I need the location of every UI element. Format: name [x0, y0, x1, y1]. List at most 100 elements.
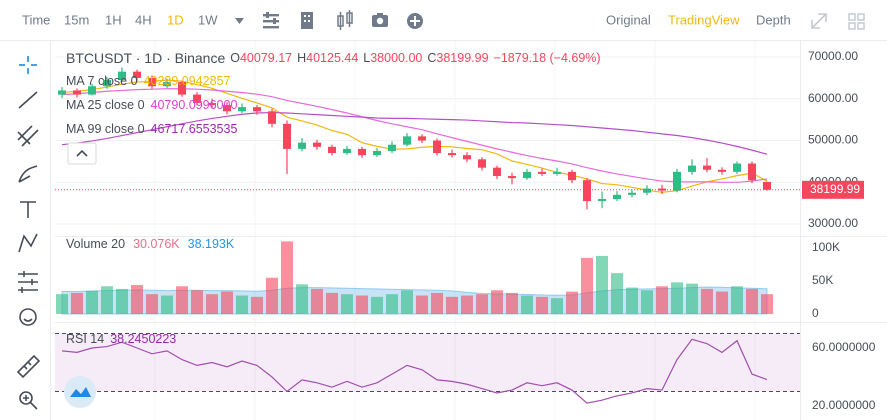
top-toolbar: Time 15m 1H 4H 1D 1W Original TradingVie… [0, 10, 887, 41]
interval-dropdown[interactable] [235, 18, 244, 24]
volume-value: 30.076K [133, 237, 180, 251]
volume-bar [416, 295, 428, 314]
ohlc-value: 40125.44 [306, 51, 358, 65]
add-icon[interactable] [407, 13, 423, 29]
fib-tool[interactable] [17, 125, 39, 147]
volume-bar [386, 294, 398, 314]
ohlc-label: L [363, 51, 370, 65]
candle-body [358, 148, 366, 156]
volume-bar [566, 291, 578, 314]
candle-body [448, 153, 456, 156]
ma-value: 46717.6553535 [151, 122, 238, 136]
ma-value: 40289.0942857 [144, 74, 231, 88]
volume-tick-label: 50K [812, 273, 833, 287]
ma-legend: MA 7 close 0 40289.0942857 [66, 74, 231, 88]
volume-bar [266, 277, 278, 314]
candle-body [508, 176, 516, 179]
volume-bar [56, 294, 68, 314]
view-tab[interactable]: Original [606, 12, 651, 27]
volume-bar [701, 288, 713, 314]
volume-bar [731, 286, 743, 314]
candle-body [118, 71, 126, 80]
ohlc-value: 38000.00 [370, 51, 422, 65]
volume-bar [446, 296, 458, 314]
volume-bar [581, 257, 593, 314]
candle-body [703, 165, 711, 170]
candle-body [58, 90, 66, 95]
volume-bar [281, 241, 293, 314]
volume-bar [431, 292, 443, 314]
volume-bar [476, 294, 488, 314]
settings-icon[interactable] [263, 12, 279, 29]
y-tick-label: 30000.00 [808, 216, 858, 230]
prediction-tool[interactable] [18, 271, 38, 293]
ruler-tool[interactable] [16, 354, 41, 379]
volume-bar [131, 284, 143, 314]
volume-bar [221, 291, 233, 314]
volume-bar [356, 295, 368, 314]
zoom-tool[interactable] [19, 391, 38, 410]
volume-bar [626, 287, 638, 314]
ma-legend: MA 25 close 0 40790.0996000 [66, 98, 237, 112]
candle-body [88, 86, 96, 95]
volume-bar [236, 295, 248, 314]
brush-tool[interactable] [18, 165, 38, 183]
volume-label: Volume 20 [66, 237, 125, 251]
chart-type-icon[interactable] [337, 10, 353, 30]
logo-button[interactable] [64, 376, 96, 408]
layout-icon[interactable] [848, 13, 865, 30]
volume-bar [671, 282, 683, 314]
volume-bar [206, 294, 218, 314]
change: −1879.18 (−4.69%) [494, 51, 601, 65]
candle-body [193, 94, 201, 103]
candle-body [73, 90, 81, 95]
interval-button[interactable]: 1D [167, 12, 184, 27]
candle-body [598, 198, 606, 202]
last-price-tag [802, 180, 864, 199]
ma-line [61, 111, 768, 155]
pattern-tool[interactable] [18, 233, 38, 253]
volume-bar [656, 286, 668, 314]
interval-button[interactable]: 1H [105, 12, 122, 27]
y-tick-label: 70000.00 [808, 49, 858, 63]
view-tab[interactable]: TradingView [668, 12, 740, 27]
ma-label: MA 99 close 0 [66, 122, 145, 136]
volume-bar [401, 290, 413, 314]
trendline-tool[interactable] [18, 91, 38, 109]
candle-body [718, 169, 726, 172]
candle-body [388, 144, 396, 151]
ohlc-label: O [230, 51, 240, 65]
fullscreen-icon[interactable] [811, 13, 827, 29]
candle-body [553, 171, 561, 174]
screenshot-icon[interactable] [372, 13, 388, 27]
interval-button[interactable]: 1W [198, 12, 218, 27]
rsi-value: 38.2450223 [110, 332, 176, 346]
crosshair-tool[interactable] [19, 56, 37, 74]
view-tab[interactable]: Depth [756, 12, 791, 27]
volume-bar [716, 291, 728, 314]
candle-body [688, 165, 696, 172]
candle-body [673, 171, 681, 191]
volume-bar [341, 294, 353, 314]
indicators-icon[interactable] [301, 12, 313, 29]
volume-bar [371, 296, 383, 314]
volume-bar [116, 288, 128, 314]
candle-body [538, 171, 546, 174]
candle-body [478, 159, 486, 168]
candle-body [733, 163, 741, 172]
candle-body [433, 140, 441, 154]
symbol: BTCUSDT · 1D · Binance [66, 50, 225, 66]
collapse-button[interactable] [67, 142, 97, 165]
volume-ma-value: 38.193K [188, 237, 235, 251]
main-legend: BTCUSDT · 1D · Binance O40079.17 H40125.44… [66, 50, 601, 66]
volume-bar [551, 298, 563, 314]
emoji-tool[interactable] [19, 308, 37, 326]
interval-button[interactable]: 15m [64, 12, 89, 27]
candle-body [523, 171, 531, 179]
volume-tick-label: 0 [812, 306, 819, 320]
text-tool[interactable] [20, 201, 36, 218]
interval-label: Time [22, 12, 50, 27]
interval-button[interactable]: 4H [135, 12, 152, 27]
rsi-tick-label: 60.0000000 [812, 340, 876, 354]
volume-bar [296, 284, 308, 314]
